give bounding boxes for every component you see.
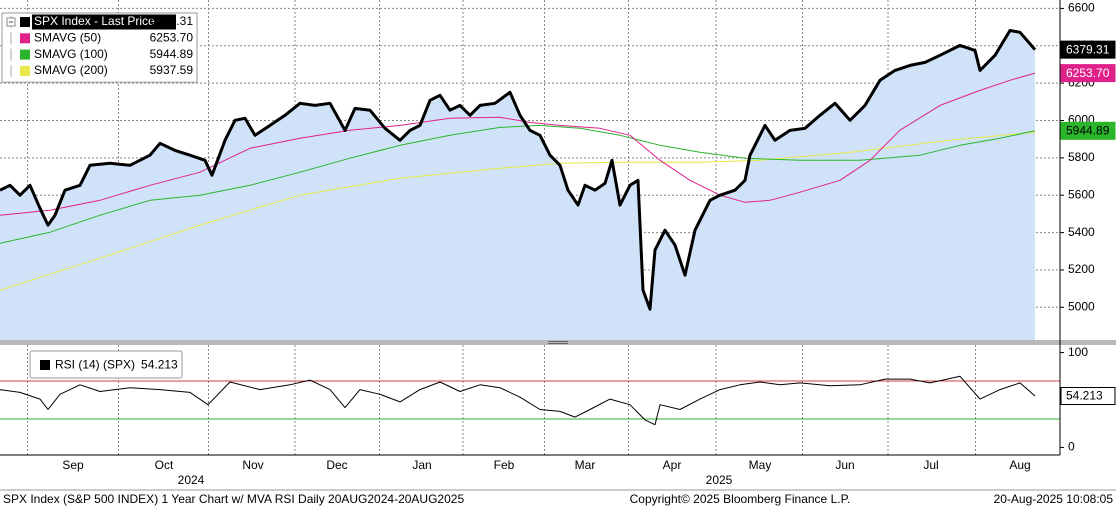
y-tick-label: 5800 [1068, 150, 1095, 164]
legend-value: 5944.89 [150, 47, 194, 61]
y-tick-label: 100 [1068, 345, 1088, 359]
y-tick-label: 6600 [1068, 1, 1095, 15]
value-tag [1060, 64, 1116, 83]
y-tick-label: 5200 [1068, 262, 1095, 276]
value-tag [1060, 387, 1116, 406]
area [0, 30, 1035, 340]
x-tick-label: Feb [494, 458, 515, 472]
legend-label: SMAVG (50) [34, 30, 101, 44]
x-tick-label: Jul [923, 458, 938, 472]
legend-value: 6379.31 [150, 14, 194, 28]
footer-center: Copyright© 2025 Bloomberg Finance L.P. [630, 492, 851, 506]
value-tag-label: 6253.70 [1066, 66, 1110, 80]
value-tag [1060, 121, 1116, 140]
value-tag-label: 54.213 [1066, 389, 1103, 403]
x-tick-label: Dec [326, 458, 347, 472]
value-tag-label: 6379.31 [1066, 42, 1110, 56]
year-label: 2025 [706, 473, 733, 487]
x-tick-label: Jun [835, 458, 854, 472]
legend-highlight [32, 14, 176, 30]
y-tick-label: 5400 [1068, 225, 1095, 239]
footer-right: 20-Aug-2025 10:08:05 [994, 492, 1114, 506]
legend-swatch [20, 49, 30, 60]
x-tick-label: Oct [155, 458, 174, 472]
legend-value: 6253.70 [150, 30, 194, 44]
series-line [0, 72, 1036, 216]
legend-value: 5937.59 [150, 63, 194, 77]
y-tick-label: 0 [1068, 440, 1075, 454]
legend-swatch [20, 33, 30, 44]
value-tag [1060, 40, 1116, 59]
x-tick-label: Nov [242, 458, 263, 472]
year-label: 2024 [178, 473, 205, 487]
overlay: 5000520054005600580060006200640066006379… [1, 1, 1116, 487]
legend-box [29, 350, 183, 379]
legend-swatch [40, 360, 50, 370]
legend-label: SMAVG (100) [34, 47, 108, 61]
y-tick-label: 5000 [1068, 299, 1095, 313]
y-tick-label: 5600 [1068, 187, 1095, 201]
legend-swatch [20, 65, 30, 76]
legend-label: RSI (14) (SPX) [55, 358, 135, 372]
x-tick-label: Aug [1009, 458, 1030, 472]
legend-label: SPX Index - Last Price [34, 14, 155, 28]
price-plot [0, 0, 1060, 340]
rsi-plot [0, 345, 1060, 455]
legend-swatch [20, 17, 30, 27]
x-tick-label: Mar [575, 458, 596, 472]
series-line [0, 124, 1036, 244]
series-line [0, 29, 1037, 311]
x-tick-label: Apr [663, 458, 682, 472]
series-line [0, 375, 1036, 426]
x-tick-label: Sep [62, 458, 84, 472]
legend-label: SMAVG (200) [34, 63, 108, 77]
x-tick-label: May [749, 458, 772, 472]
value-tag-label: 5944.89 [1066, 123, 1110, 137]
footer-left: SPX Index (S&P 500 INDEX) 1 Year Chart w… [3, 492, 464, 506]
legend-value: 54.213 [141, 358, 178, 372]
panel-divider [0, 340, 1116, 345]
x-tick-label: Jan [412, 458, 431, 472]
